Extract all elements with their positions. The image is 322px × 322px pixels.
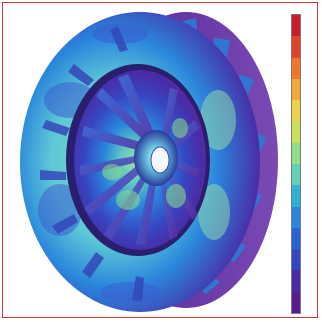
color-scale-tick	[303, 42, 317, 50]
color-scale-tick	[303, 276, 317, 284]
color-scale-segment	[292, 121, 300, 144]
color-scale-segment	[292, 78, 300, 101]
ring-contour-patches	[38, 24, 236, 302]
color-scale-segment	[292, 227, 300, 250]
color-scale-tick	[303, 234, 317, 242]
color-scale-tick	[303, 170, 317, 178]
color-scale-segment	[292, 15, 300, 37]
color-scale-tick	[303, 63, 317, 71]
color-scale-segment	[292, 270, 300, 293]
color-scale-segment	[292, 291, 300, 314]
color-scale-bar	[291, 14, 301, 314]
color-scale-segment	[292, 100, 300, 122]
color-scale-tick	[303, 191, 317, 199]
hub-bore	[150, 146, 170, 174]
color-scale-segment	[292, 57, 300, 80]
color-scale-tick	[303, 212, 317, 220]
color-scale-legend	[284, 14, 318, 314]
color-scale-segment	[292, 36, 300, 59]
color-scale-tick	[303, 85, 317, 93]
color-scale-segment	[292, 249, 300, 271]
color-scale-tick	[303, 297, 317, 305]
color-scale-segment	[292, 206, 300, 229]
ring-blade-slots	[40, 26, 144, 302]
color-scale-tick	[303, 148, 317, 156]
color-scale-ticks	[303, 14, 317, 314]
color-scale-tick	[303, 106, 317, 114]
color-scale-tick	[303, 255, 317, 263]
color-scale-tick	[303, 127, 317, 135]
color-scale-segment	[292, 142, 300, 165]
color-scale-segment	[292, 164, 300, 186]
color-scale-segment	[292, 185, 300, 208]
color-scale-tick	[303, 21, 317, 29]
inner-contour-pockets	[102, 118, 188, 210]
